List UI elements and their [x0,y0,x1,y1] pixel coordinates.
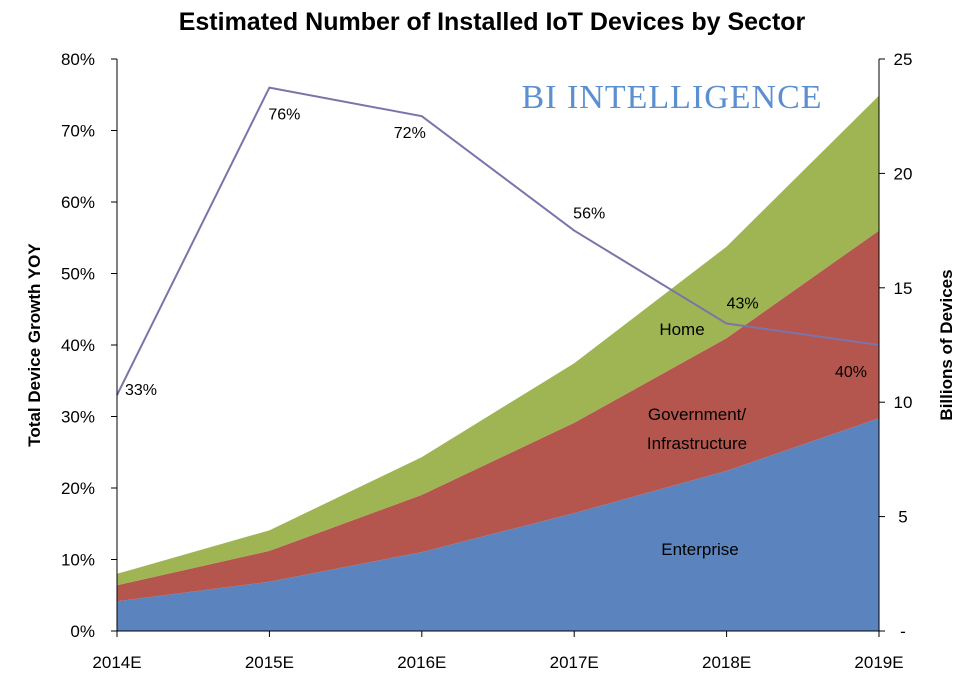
series-label-0-0: Enterprise [661,540,738,559]
growth-data-label: 56% [573,206,605,223]
chart-title: Estimated Number of Installed IoT Device… [179,8,806,36]
x-tick-label: 2018E [702,653,751,672]
y-right-tick-label: 10 [894,393,913,412]
area-enterprise [117,418,879,631]
y-right-tick-label: 20 [894,164,913,183]
growth-data-label: 76% [268,107,300,124]
bi-intelligence-watermark: BI INTELLIGENCE [521,79,822,116]
y-right-tick-label: 5 [898,508,907,527]
stacked-areas [117,95,879,631]
growth-line [116,86,880,396]
area-labels: Enterprise Government/Infrastructure Home [647,320,747,559]
x-tick-label: 2019E [854,653,903,672]
growth-line-layer: 33% 76% 72% 56% 43% 40% [116,86,880,399]
y-right-tick-label: 25 [894,50,913,69]
y-left-tick-label: 60% [61,193,95,212]
y-left-tick-label: 30% [61,408,95,427]
axes: 0% 10% 20% 30% 40% 50% 60% 70% 80% - 5 10 15 20 25 2014… [61,50,912,672]
growth-data-label: 72% [394,125,426,142]
y-left-tick-label: 10% [61,551,95,570]
series-label-1-0: Government/ [648,405,747,424]
y-left-tick-label: 70% [61,122,95,141]
y-right-tick-label: 15 [894,279,913,298]
y-left-tick-label: 80% [61,50,95,69]
x-tick-label: 2015E [245,653,294,672]
y-left-tick-label: 40% [61,336,95,355]
growth-data-label: 43% [727,296,759,313]
y-left-tick-label: 20% [61,479,95,498]
growth-data-label: 33% [125,382,157,399]
growth-data-label: 40% [835,364,867,381]
y-left-tick-label: 50% [61,265,95,284]
area-government-infrastructure [117,230,879,602]
y-left-tick-label: 0% [70,622,95,641]
series-label-1-1: Infrastructure [647,434,747,453]
x-tick-label: 2016E [397,653,446,672]
series-label-2-0: Home [659,320,704,339]
x-tick-label: 2014E [92,653,141,672]
y-axis-right-label: Billions of Devices [937,269,956,420]
x-tick-label: 2017E [550,653,599,672]
y-right-tick-label: - [900,622,906,641]
y-axis-left-label: Total Device Growth YOY [25,243,44,447]
